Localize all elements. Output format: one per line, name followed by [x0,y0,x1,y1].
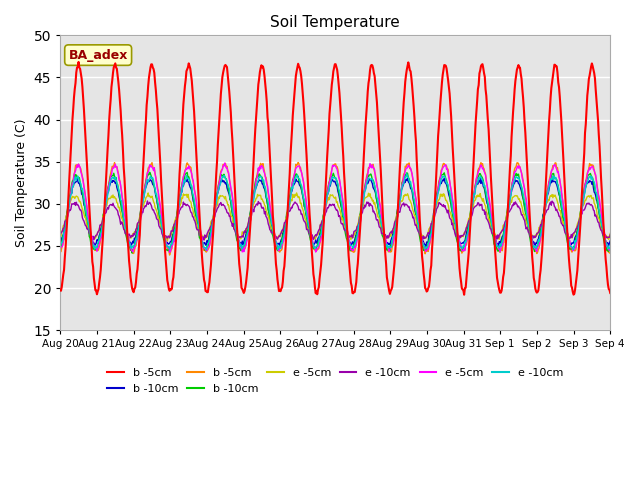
Title: Soil Temperature: Soil Temperature [270,15,400,30]
Y-axis label: Soil Temperature (C): Soil Temperature (C) [15,119,28,247]
Legend: b -5cm, b -10cm, b -5cm, b -10cm, e -5cm, e -10cm, e -5cm, e -10cm: b -5cm, b -10cm, b -5cm, b -10cm, e -5cm… [102,364,568,398]
Text: BA_adex: BA_adex [68,48,128,61]
